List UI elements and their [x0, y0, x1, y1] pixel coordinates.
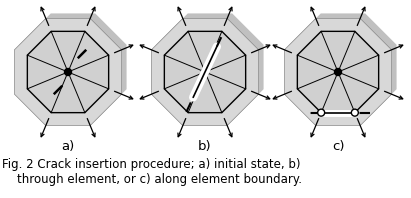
Polygon shape [164, 31, 246, 113]
Text: a): a) [61, 140, 75, 153]
Circle shape [351, 109, 358, 116]
Polygon shape [297, 31, 379, 113]
Polygon shape [289, 13, 397, 121]
Circle shape [201, 69, 208, 75]
Polygon shape [28, 31, 109, 113]
Polygon shape [14, 18, 122, 126]
Polygon shape [151, 18, 259, 126]
Polygon shape [19, 13, 127, 121]
Text: Fig. 2 Crack insertion procedure; a) initial state, b): Fig. 2 Crack insertion procedure; a) ini… [2, 158, 300, 171]
Circle shape [65, 69, 72, 75]
Circle shape [318, 109, 325, 116]
Text: c): c) [332, 140, 344, 153]
Circle shape [335, 69, 342, 75]
Text: through element, or c) along element boundary.: through element, or c) along element bou… [2, 173, 302, 186]
Polygon shape [284, 18, 392, 126]
Text: b): b) [198, 140, 212, 153]
Polygon shape [157, 13, 263, 121]
